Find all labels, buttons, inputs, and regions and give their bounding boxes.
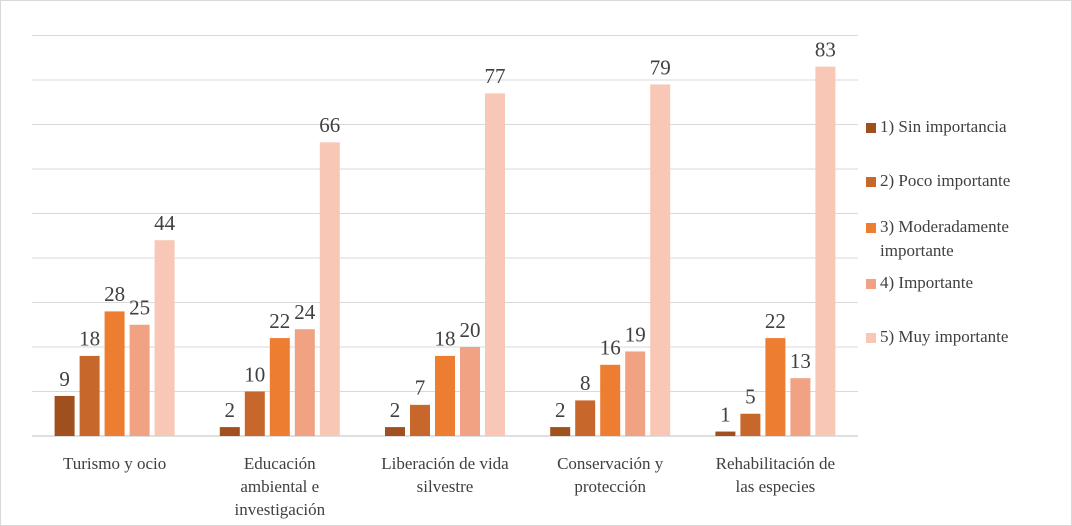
bar	[575, 400, 596, 436]
value-label: 22	[765, 309, 786, 333]
text-line: Educación	[244, 454, 316, 473]
text-line: 1) Sin importancia	[880, 117, 1007, 136]
value-label: 20	[460, 318, 481, 342]
value-label: 10	[244, 362, 265, 386]
text-line: importante	[880, 241, 954, 260]
value-label: 16	[600, 336, 621, 360]
value-label: 5	[745, 385, 756, 409]
text-line: 3) Moderadamente	[880, 217, 1009, 236]
legend-swatch	[866, 123, 876, 133]
bar	[54, 395, 75, 436]
bar	[129, 324, 150, 436]
value-label: 44	[154, 211, 176, 235]
value-label: 2	[225, 398, 236, 422]
x-tick-label: Conservación y protección	[557, 454, 664, 496]
legend-swatch	[866, 177, 876, 187]
legend-label: 5) Muy importante	[880, 327, 1008, 346]
text-line: Liberación de vida	[381, 454, 509, 473]
bar	[154, 240, 175, 436]
bar	[715, 431, 736, 436]
value-label: 22	[269, 309, 290, 333]
x-tick-label: Rehabilitación de las especies	[716, 454, 835, 496]
bar	[485, 93, 505, 436]
value-label: 25	[129, 296, 150, 320]
bar	[740, 413, 761, 436]
value-label: 79	[650, 55, 671, 79]
value-label: 77	[485, 64, 506, 88]
bar	[790, 378, 811, 436]
text-line: 5) Muy importante	[880, 327, 1008, 346]
bar	[765, 338, 786, 436]
value-label: 66	[319, 113, 340, 137]
legend-swatch	[866, 333, 876, 343]
bar	[625, 351, 646, 436]
text-line: Conservación y	[557, 454, 664, 473]
bar	[385, 427, 405, 436]
legend-label: 2) Poco importante	[880, 171, 1010, 190]
value-label: 24	[294, 300, 316, 324]
value-label: 7	[415, 376, 426, 400]
legend-label: 3) Moderadamente importante	[880, 217, 1009, 260]
value-label: 19	[625, 322, 646, 346]
text-line: protección	[574, 477, 646, 496]
bar	[815, 66, 836, 437]
value-label: 9	[59, 367, 70, 391]
bar	[319, 142, 340, 437]
bar	[219, 427, 240, 436]
bar	[600, 364, 621, 436]
value-label: 28	[104, 282, 125, 306]
x-tick-label: Liberación de vida silvestre	[381, 454, 509, 496]
legend-label: 1) Sin importancia	[880, 117, 1007, 136]
bar	[650, 84, 671, 436]
value-label: 2	[390, 398, 401, 422]
x-tick-label: Turismo y ocio	[63, 454, 166, 473]
value-label: 83	[815, 37, 836, 61]
text-line: investigación	[234, 500, 325, 519]
text-line: 4) Importante	[880, 273, 973, 292]
bar	[294, 329, 315, 436]
x-tick-label: Educación ambiental e investigación	[234, 454, 325, 519]
bar	[104, 311, 125, 436]
value-label: 2	[555, 398, 566, 422]
legend-swatch	[866, 279, 876, 289]
text-line: las especies	[736, 477, 816, 496]
value-label: 1	[720, 402, 731, 426]
legend-swatch	[866, 223, 876, 233]
value-label: 8	[580, 371, 591, 395]
bar	[550, 427, 571, 436]
bar	[269, 338, 290, 436]
bar	[244, 391, 265, 436]
text-line: ambiental e	[240, 477, 319, 496]
text-line: Turismo y ocio	[63, 454, 166, 473]
value-label: 18	[79, 327, 100, 351]
text-line: silvestre	[417, 477, 474, 496]
bar	[460, 347, 480, 436]
text-line: Rehabilitación de	[716, 454, 835, 473]
bar	[410, 404, 430, 436]
value-label: 18	[435, 327, 456, 351]
bar	[435, 355, 455, 436]
bar	[79, 355, 100, 436]
text-line: 2) Poco importante	[880, 171, 1010, 190]
legend-label: 4) Importante	[880, 273, 973, 292]
value-label: 13	[790, 349, 811, 373]
